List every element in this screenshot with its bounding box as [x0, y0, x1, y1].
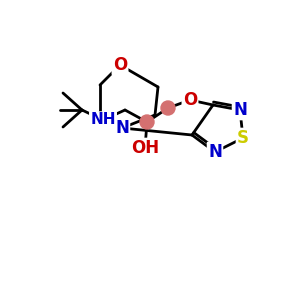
Circle shape [140, 115, 154, 129]
Text: O: O [183, 91, 197, 109]
Text: N: N [208, 143, 222, 161]
Circle shape [161, 101, 175, 115]
Text: N: N [115, 119, 129, 137]
Text: O: O [113, 56, 127, 74]
Text: OH: OH [131, 139, 159, 157]
Text: N: N [233, 101, 247, 119]
Text: S: S [237, 129, 249, 147]
Text: NH: NH [90, 112, 116, 128]
